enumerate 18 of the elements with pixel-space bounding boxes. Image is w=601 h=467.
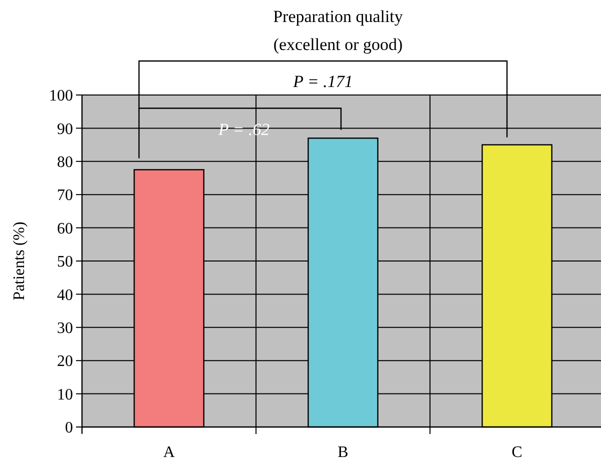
x-tick-label: A [163,444,176,461]
text: P = .171 [292,72,353,91]
y-tick-label: 30 [57,320,73,337]
y-tick-label: 50 [57,254,73,271]
x-tick-label: B [338,444,348,461]
y-tick-label: 40 [57,286,73,304]
y-tick-label: 0 [65,420,73,437]
chart-title: Preparation quality [273,7,404,26]
y-axis-title: Patients (%) [11,222,28,300]
y-tick-label: 70 [57,187,73,204]
chart-subtitle: (excellent or good) [273,35,403,54]
y-tick-label: 60 [57,220,73,238]
y-tick-label: 10 [57,386,73,404]
y-tick-label: 20 [57,353,73,370]
y-tick-label: 80 [57,154,73,171]
y-tick-label: 90 [57,120,73,138]
y-tick-label: 100 [49,88,73,105]
x-tick-label: C [512,444,522,461]
